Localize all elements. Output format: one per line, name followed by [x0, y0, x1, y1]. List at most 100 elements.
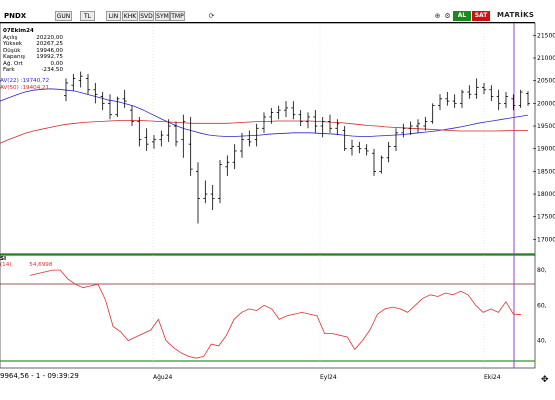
rsi-tick-label: 40,: [537, 338, 547, 345]
price-bar: [299, 110, 303, 126]
rsi-value: 54,6998: [29, 262, 52, 268]
price-tick-label: 18500,00: [537, 168, 555, 175]
price-tick-label: 21000,00: [537, 55, 555, 62]
price-panel-frame: [0, 23, 535, 255]
date-label-aug: Ağu24: [153, 374, 172, 381]
date-label-oct: Eki24: [484, 374, 501, 381]
info-value: -234,50: [41, 67, 63, 74]
price-bar: [137, 117, 141, 146]
price-bar: [284, 101, 288, 117]
price-bar: [233, 144, 237, 169]
price-bar: [526, 91, 530, 106]
price-bar: [79, 72, 83, 88]
av22-value: 19740,72: [22, 78, 49, 84]
price-bar: [211, 185, 215, 210]
price-bar: [181, 115, 185, 158]
av50-legend: AV(50) :19404,21: [0, 85, 49, 92]
price-bar: [262, 112, 266, 132]
price-tick-label: 17000,00: [537, 236, 555, 243]
price-tick-label: 18000,00: [537, 191, 555, 198]
rsi-label: (14): [0, 262, 11, 268]
price-bar: [387, 142, 391, 162]
price-bar: [357, 142, 361, 153]
timeframe-tl-button[interactable]: TL: [80, 11, 95, 21]
price-bar: [475, 78, 479, 98]
rsi-line: [30, 270, 521, 358]
svd-button[interactable]: SVD: [139, 11, 154, 21]
price-bar: [438, 94, 442, 110]
price-bar: [306, 112, 310, 128]
price-bar: [225, 156, 229, 176]
info-label: Fark: [3, 67, 15, 74]
price-bar: [372, 149, 376, 176]
timeframe-gun-button[interactable]: GUN: [55, 11, 72, 21]
price-bar: [423, 117, 427, 131]
move-cursor-icon[interactable]: ✥: [541, 375, 549, 385]
lin-button[interactable]: LIN: [106, 11, 121, 21]
grid: [153, 24, 484, 368]
price-tick-label: 19000,00: [537, 146, 555, 153]
buy-button[interactable]: AL: [453, 11, 471, 21]
price-bar: [519, 90, 523, 108]
price-bar: [93, 83, 97, 103]
price-bar: [130, 106, 134, 126]
price-tick-label: 20500,00: [537, 78, 555, 85]
tool-icon[interactable]: ⚙: [443, 11, 452, 21]
ohlc-info-panel: 07Ekim24 Açılış 20220,00 Yüksek 20267,25 D…: [3, 28, 63, 74]
price-bar: [189, 117, 193, 176]
av50-value: 19404,21: [22, 85, 49, 91]
rsi-tick-label: 80,: [537, 267, 547, 274]
price-bar: [350, 140, 354, 156]
price-bar: [504, 92, 508, 108]
av50-label: AV(50): [0, 85, 19, 91]
price-bar: [343, 126, 347, 151]
price-bar: [218, 160, 222, 203]
price-bar: [394, 128, 398, 151]
price-bar: [445, 92, 449, 106]
refresh-icon[interactable]: ⟳: [207, 11, 216, 21]
price-bar: [291, 101, 295, 119]
price-tick-label: 19500,00: [537, 123, 555, 130]
price-bar: [511, 94, 515, 110]
tmp-button[interactable]: TMP: [170, 11, 185, 21]
price-bar: [71, 74, 75, 91]
price-bar: [453, 94, 457, 108]
price-axis: 21500,00 21000,00 20500,00 20000,00 19500,00…: [533, 32, 555, 243]
price-bar: [328, 115, 332, 133]
price-bar: [379, 156, 383, 174]
price-bar: [152, 135, 156, 149]
sym-button[interactable]: SYM: [155, 11, 170, 21]
price-bar: [203, 180, 207, 203]
price-bar: [497, 90, 501, 110]
rsi-polyline: [30, 270, 521, 358]
status-text: 9964,56 - 1 - 09:39:29: [0, 372, 79, 380]
price-bar: [365, 144, 369, 155]
av22-legend: AV(22) :19740,72: [0, 78, 49, 85]
price-bar: [467, 85, 471, 99]
price-bar: [145, 128, 149, 151]
matriks-logo: MATRİKS: [497, 11, 534, 19]
price-bars: [64, 72, 530, 224]
price-bar: [159, 131, 163, 147]
price-bar: [416, 119, 420, 133]
rsi-axis: 80, 60, 40,: [537, 267, 547, 344]
date-label-sep: Eyl24: [320, 374, 337, 381]
av22-label: AV(22): [0, 78, 19, 84]
price-tick-label: 17500,00: [537, 214, 555, 221]
toolbar-divider: [0, 22, 535, 23]
rsi-panel-frame: [0, 255, 535, 368]
price-bar: [277, 106, 281, 120]
price-bar: [321, 117, 325, 137]
price-bar: [115, 97, 119, 117]
price-bar: [335, 119, 339, 135]
symbol-label[interactable]: PNDX: [4, 12, 26, 20]
price-tick-label: 21500,00: [537, 32, 555, 39]
khk-button[interactable]: KHK: [122, 11, 138, 21]
zoom-icon[interactable]: ⊕: [433, 11, 442, 21]
sell-button[interactable]: SAT: [472, 11, 490, 21]
info-row-diff: Fark -234,50: [3, 67, 63, 74]
chart-toolbar: PNDX GUN TL LIN KHK SVD SYM TMP ⟳ ⊕ ⚙ AL…: [0, 0, 535, 22]
price-bar: [196, 162, 200, 223]
rsi-tick-label: 60,: [537, 302, 547, 309]
